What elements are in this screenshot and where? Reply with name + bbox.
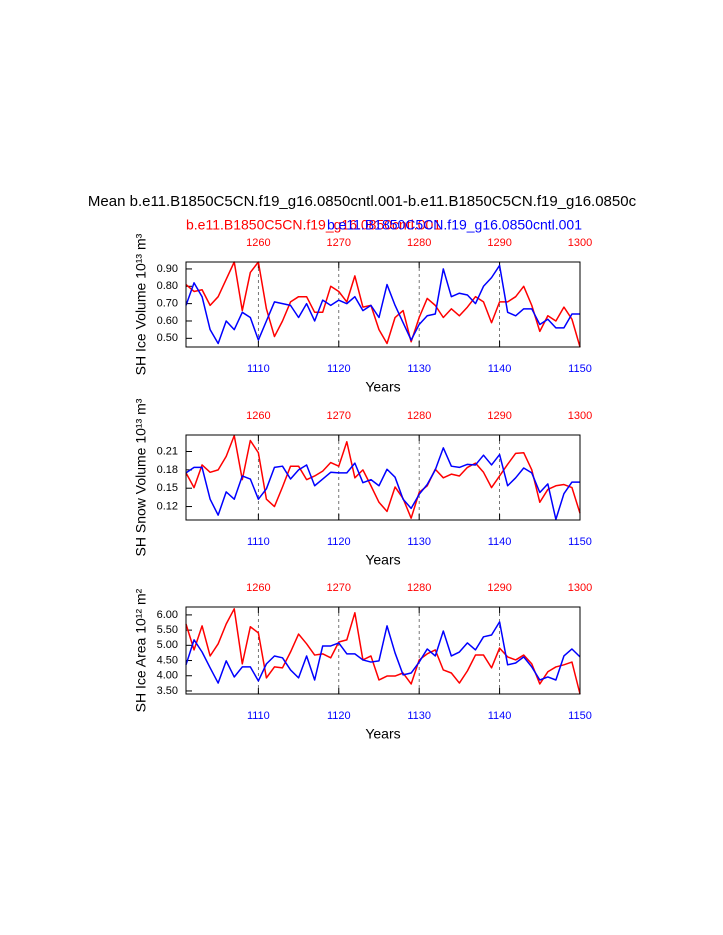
- x2-tick-label: 1290: [487, 410, 511, 422]
- x2-tick-label: 1300: [568, 237, 592, 249]
- x-tick-label: 1140: [488, 710, 512, 722]
- x2-tick-label: 1260: [246, 410, 270, 422]
- x2-tick-label: 1290: [487, 582, 511, 594]
- plot-frame: [185, 606, 581, 695]
- y-tick-label: 4.00: [157, 670, 178, 682]
- x2-tick-label: 1270: [327, 582, 351, 594]
- x2-tick-label: 1280: [407, 237, 431, 249]
- x-tick-label: 1130: [407, 536, 431, 548]
- plot-frame: [185, 434, 581, 521]
- legend-entry: b.e11.B1850C5CN.f19_g16.0850cntl.001: [186, 217, 441, 233]
- y-tick-label: 4.50: [157, 654, 178, 666]
- series-line: [185, 264, 580, 345]
- series-line: [185, 261, 581, 348]
- series-line: [185, 434, 581, 519]
- y-tick-label: 0.50: [157, 332, 178, 344]
- x-tick-label: 1140: [488, 536, 512, 548]
- y-tick-label: 6.00: [157, 609, 178, 621]
- x2-tick-label: 1270: [327, 410, 351, 422]
- y-tick-label: 0.90: [157, 263, 178, 275]
- x2-tick-label: 1280: [407, 582, 431, 594]
- legend-entry: b.e11.B1850C5CN.f19_g16.0850cntl.001: [327, 217, 582, 233]
- x2-tick-label: 1260: [246, 237, 270, 249]
- x-tick-label: 1130: [407, 363, 431, 375]
- y-tick-label: 0.18: [157, 464, 178, 476]
- y-tick-label: 0.70: [157, 298, 178, 310]
- x2-tick-label: 1260: [246, 582, 270, 594]
- x-axis-label: Years: [365, 552, 400, 568]
- x-tick-label: 1150: [568, 710, 592, 722]
- y-axis-label: SH Snow Volume 10¹³ m³: [133, 398, 149, 556]
- series-line: [185, 447, 580, 521]
- x-axis-label: Years: [365, 726, 400, 742]
- y-tick-label: 3.50: [157, 685, 178, 697]
- x-tick-label: 1150: [568, 536, 592, 548]
- y-tick-label: 5.00: [157, 639, 178, 651]
- chart-title: Mean b.e11.B1850C5CN.f19_g16.0850cntl.00…: [88, 193, 637, 210]
- x-axis-label: Years: [365, 379, 400, 395]
- y-tick-label: 5.50: [157, 624, 178, 636]
- y-tick-label: 0.21: [157, 445, 178, 457]
- y-tick-label: 0.12: [157, 500, 178, 512]
- x2-tick-label: 1290: [487, 237, 511, 249]
- x-tick-label: 1120: [327, 363, 351, 375]
- x-tick-label: 1150: [568, 363, 592, 375]
- y-tick-label: 0.60: [157, 315, 178, 327]
- y-axis-label: SH Ice Area 10¹² m²: [133, 588, 149, 712]
- y-axis-label: SH Ice Volume 10¹³ m³: [133, 233, 149, 375]
- x2-tick-label: 1280: [407, 410, 431, 422]
- x-tick-label: 1110: [247, 363, 270, 375]
- x-tick-label: 1110: [247, 536, 270, 548]
- series-line: [185, 608, 581, 695]
- x-tick-label: 1130: [407, 710, 431, 722]
- x-tick-label: 1120: [327, 710, 351, 722]
- x-tick-label: 1140: [488, 363, 512, 375]
- x2-tick-label: 1270: [327, 237, 351, 249]
- y-tick-label: 0.80: [157, 280, 178, 292]
- x2-tick-label: 1300: [568, 410, 592, 422]
- plot-frame: [185, 261, 581, 348]
- x-tick-label: 1110: [247, 710, 270, 722]
- x-tick-label: 1120: [327, 536, 351, 548]
- series-line: [185, 621, 581, 684]
- y-tick-label: 0.15: [157, 482, 178, 494]
- x2-tick-label: 1300: [568, 582, 592, 594]
